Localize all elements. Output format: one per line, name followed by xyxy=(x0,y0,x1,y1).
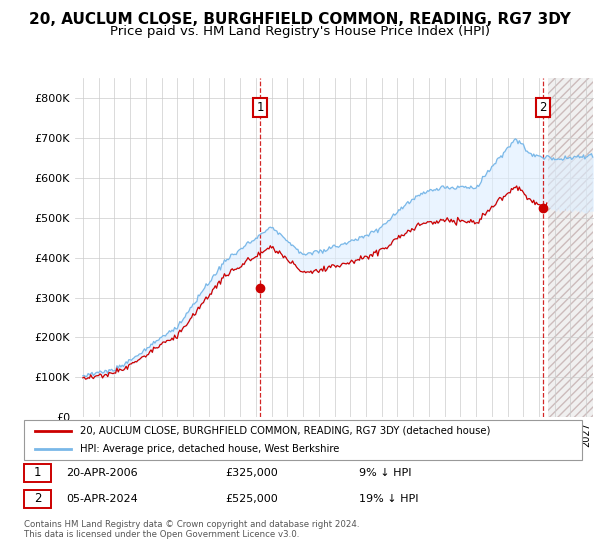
Text: 19% ↓ HPI: 19% ↓ HPI xyxy=(359,494,418,503)
Text: 20, AUCLUM CLOSE, BURGHFIELD COMMON, READING, RG7 3DY (detached house): 20, AUCLUM CLOSE, BURGHFIELD COMMON, REA… xyxy=(80,426,490,436)
Bar xyxy=(24,489,51,508)
Text: 1: 1 xyxy=(34,466,41,479)
Text: 1: 1 xyxy=(256,101,264,114)
Text: 2: 2 xyxy=(34,492,41,505)
Text: 20-APR-2006: 20-APR-2006 xyxy=(66,468,137,478)
Text: Contains HM Land Registry data © Crown copyright and database right 2024.
This d: Contains HM Land Registry data © Crown c… xyxy=(24,520,359,539)
Text: HPI: Average price, detached house, West Berkshire: HPI: Average price, detached house, West… xyxy=(80,445,339,454)
Text: £525,000: £525,000 xyxy=(225,494,278,503)
Text: 2: 2 xyxy=(539,101,547,114)
Bar xyxy=(24,464,51,482)
Text: 20, AUCLUM CLOSE, BURGHFIELD COMMON, READING, RG7 3DY: 20, AUCLUM CLOSE, BURGHFIELD COMMON, REA… xyxy=(29,12,571,27)
Text: 9% ↓ HPI: 9% ↓ HPI xyxy=(359,468,412,478)
Text: 05-APR-2024: 05-APR-2024 xyxy=(66,494,137,503)
Text: Price paid vs. HM Land Registry's House Price Index (HPI): Price paid vs. HM Land Registry's House … xyxy=(110,25,490,38)
Text: £325,000: £325,000 xyxy=(225,468,278,478)
